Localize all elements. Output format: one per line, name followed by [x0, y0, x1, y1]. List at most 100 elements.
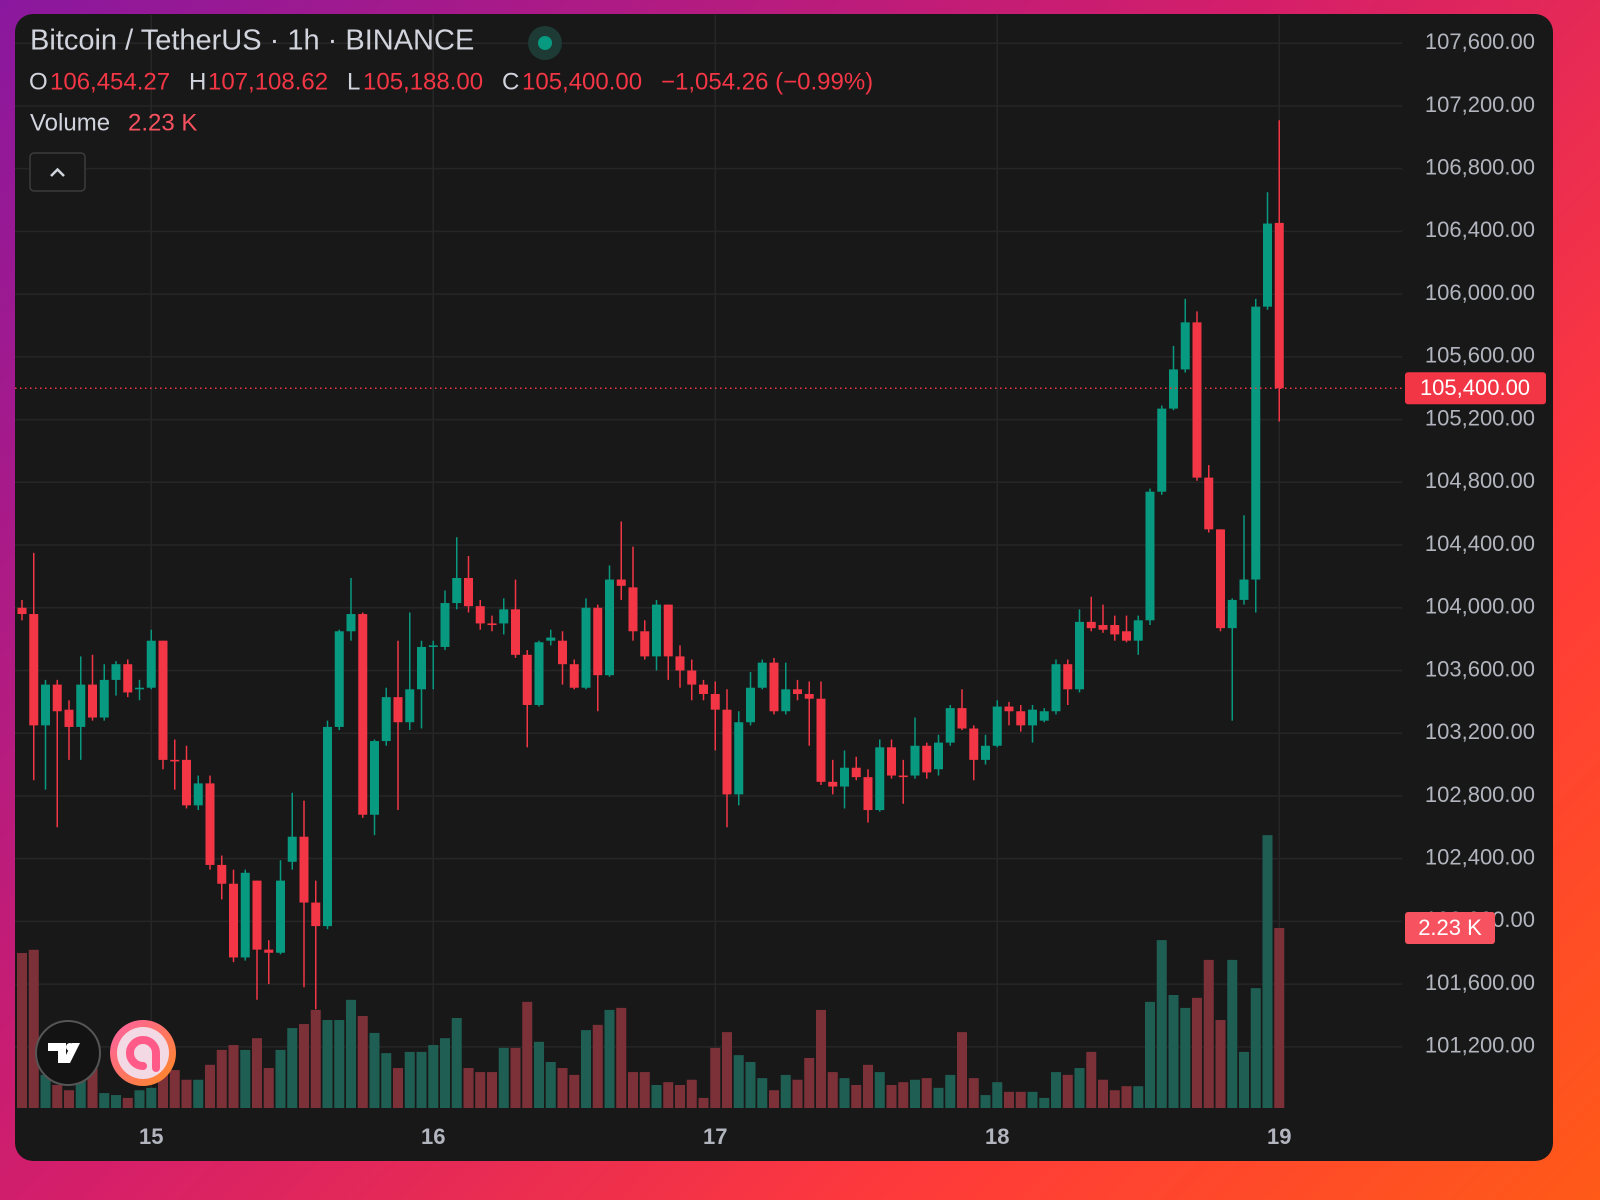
volume-bar: [628, 1072, 638, 1108]
candle-body: [64, 709, 74, 727]
candle-body: [875, 747, 885, 811]
volume-bar: [1074, 1068, 1085, 1108]
candle-body: [170, 759, 180, 762]
volume-badge-label: 2.23 K: [1418, 915, 1482, 940]
volume-bar: [334, 1020, 345, 1108]
candle-body: [640, 631, 650, 657]
candle-body: [52, 684, 62, 712]
volume-bar: [357, 1015, 368, 1108]
volume-bar: [769, 1090, 779, 1108]
volume-bar: [1004, 1091, 1014, 1108]
legend-low: 105,188.00: [363, 68, 483, 95]
candle-body: [581, 607, 591, 688]
candle-body: [898, 775, 908, 778]
candle-body: [182, 759, 191, 806]
candle-body: [934, 742, 943, 770]
volume-bar: [968, 1078, 979, 1108]
volume-bar: [1039, 1097, 1050, 1108]
candle-body: [722, 709, 732, 795]
volume-bar: [169, 1070, 180, 1108]
candle-body: [699, 684, 708, 695]
candle-body: [1098, 625, 1108, 630]
candle-body: [734, 722, 744, 795]
legend-open: 106,454.27: [50, 68, 170, 95]
chart-title: Bitcoin / TetherUS · 1h · BINANCE: [30, 25, 474, 57]
candle-body: [922, 745, 932, 773]
candle-body: [1157, 408, 1167, 492]
volume-bar: [1274, 927, 1285, 1108]
candle-body: [76, 684, 86, 727]
tradingview-logo[interactable]: [35, 1020, 101, 1086]
candle-body: [405, 689, 415, 723]
volume-bar: [275, 1049, 286, 1108]
collapse-button[interactable]: [29, 152, 86, 192]
candle-body: [440, 603, 450, 647]
candle-body: [217, 864, 227, 884]
candle-body: [522, 654, 532, 705]
candle-body: [663, 604, 673, 657]
volume-bar: [228, 1045, 239, 1108]
y-tick-label: 104,400.00: [1425, 531, 1535, 556]
legend-high: 107,108.62: [208, 68, 328, 95]
volume-bar: [1051, 1072, 1061, 1108]
grid: [15, 15, 1402, 1108]
y-tick-label: 103,200.00: [1425, 719, 1535, 744]
candle-body: [299, 836, 309, 903]
legend-open-label: O: [29, 68, 48, 95]
volume-bar: [1156, 940, 1167, 1108]
volume-bar: [839, 1078, 850, 1108]
volume-bar: [863, 1064, 873, 1108]
volume-bar: [816, 1009, 826, 1108]
candle-body: [816, 698, 826, 782]
y-tick-label: 103,600.00: [1425, 656, 1535, 681]
candle-body: [146, 640, 156, 688]
candle-body: [781, 689, 791, 712]
candle-body: [1039, 711, 1049, 721]
candle-body: [511, 609, 520, 655]
volume-bar: [1062, 1074, 1073, 1108]
candle-body: [1110, 625, 1120, 635]
candle-body: [428, 645, 438, 647]
candle-body: [804, 694, 814, 699]
y-tick-label: 101,600.00: [1425, 970, 1535, 995]
volume-bar: [451, 1017, 462, 1108]
volume-bar: [792, 1079, 803, 1108]
app-logo[interactable]: [110, 1020, 176, 1086]
volume-bar: [381, 1053, 392, 1108]
volume-bar: [240, 1049, 251, 1108]
volume-bar: [40, 1074, 51, 1108]
candle-body: [487, 623, 497, 626]
volume-bar: [616, 1007, 627, 1108]
volume-bar: [122, 1097, 133, 1108]
volume-bar: [346, 999, 356, 1108]
candle-body: [452, 577, 462, 604]
candle-body: [205, 783, 215, 865]
volume-title: Volume: [30, 109, 110, 136]
candle-body: [1192, 322, 1202, 478]
volume-bar: [75, 1074, 86, 1108]
candle-body: [628, 587, 638, 632]
candle-body: [276, 880, 285, 953]
volume-bar: [957, 1032, 967, 1108]
volume-bar: [827, 1072, 838, 1108]
volume-bar: [1227, 959, 1238, 1108]
candle-body: [945, 708, 955, 743]
volume-bar: [440, 1038, 450, 1108]
legend-low-label: L: [347, 68, 360, 95]
y-tick-label: 105,600.00: [1425, 343, 1535, 368]
marks: [15, 120, 1405, 1108]
candle-body: [969, 728, 979, 760]
candle-body: [88, 684, 97, 718]
volume-bar: [28, 949, 39, 1108]
candle-body: [1086, 621, 1096, 629]
status-dot: [538, 36, 552, 50]
candle-body: [616, 579, 626, 586]
candle-body: [334, 631, 344, 727]
volume-bar: [851, 1084, 862, 1108]
candle-body: [135, 687, 144, 690]
candle-body: [593, 607, 603, 676]
volume-bar: [428, 1045, 439, 1108]
candle-body: [358, 614, 368, 815]
x-tick-label: 16: [421, 1124, 445, 1149]
